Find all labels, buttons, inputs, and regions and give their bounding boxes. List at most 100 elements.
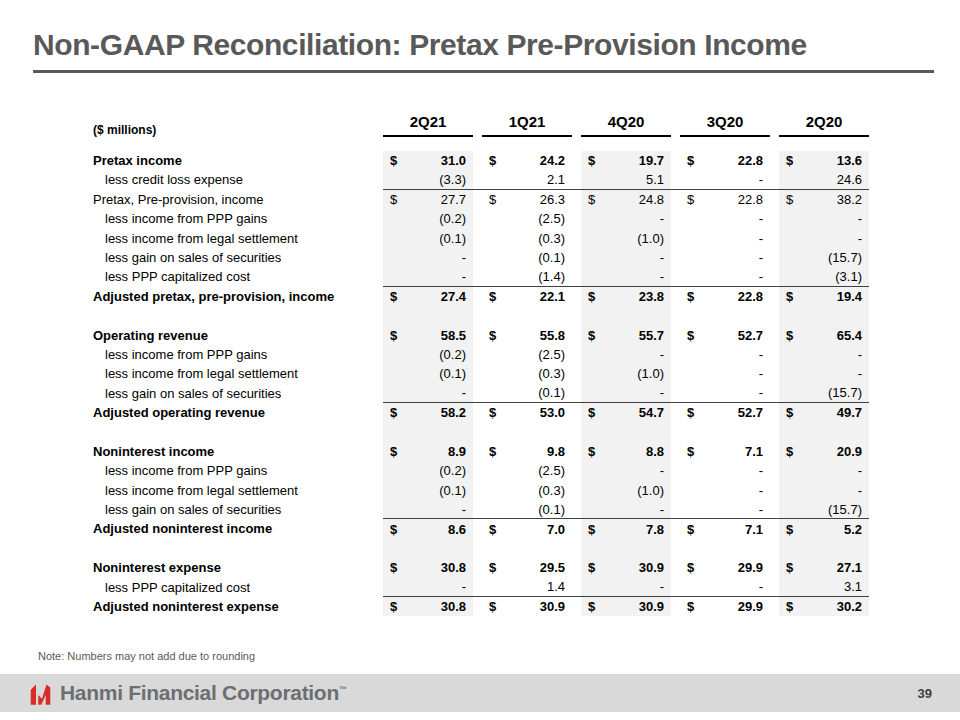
cell-value: -	[759, 579, 763, 594]
cell-value: -	[858, 366, 862, 381]
cell-value: (0.1)	[439, 231, 466, 246]
value-cell: (3.1)	[779, 267, 869, 285]
row-label: Adjusted noninterest income	[93, 519, 383, 538]
value-cell: $5.2	[779, 519, 869, 538]
value-cell: $22.8	[680, 151, 770, 170]
cell-value: 8.6	[448, 522, 466, 537]
row-label	[93, 539, 383, 558]
row-cells: (0.2)(2.5)---	[383, 209, 869, 228]
column-header: 3Q20	[680, 108, 770, 137]
cell-value: -	[660, 211, 664, 226]
row-label: less income from PPP gains	[93, 345, 383, 364]
cell-value: 30.8	[441, 599, 466, 614]
value-cell: (0.2)	[383, 345, 473, 364]
value-cell: (15.7)	[779, 384, 869, 402]
value-cell: $27.1	[779, 558, 869, 577]
cell-value: (2.5)	[538, 347, 565, 362]
cell-value: (0.1)	[538, 250, 565, 265]
value-cell: -	[779, 345, 869, 364]
cell-value: 22.1	[540, 289, 565, 304]
trademark-mark: ™	[339, 685, 347, 694]
value-cell: -	[581, 267, 671, 285]
cell-value: 24.2	[540, 153, 565, 168]
value-cell	[482, 306, 572, 325]
cell-value: 53.0	[540, 405, 565, 420]
value-cell: (3.3)	[383, 170, 473, 188]
table-spacer-row	[93, 539, 869, 558]
dollar-sign: $	[489, 192, 496, 207]
dollar-sign: $	[390, 599, 397, 614]
cell-value: 52.7	[738, 328, 763, 343]
value-cell: -	[383, 578, 473, 596]
dollar-sign: $	[588, 560, 595, 575]
row-cells: (0.2) (2.5) - - -	[383, 345, 869, 364]
value-cell: $30.8	[383, 597, 473, 616]
cell-value: 13.6	[837, 153, 862, 168]
value-cell: -	[680, 384, 770, 402]
cell-value: 30.9	[639, 560, 664, 575]
page-title: Non-GAAP Reconciliation: Pretax Pre-Prov…	[33, 28, 807, 62]
value-cell: (0.1)	[482, 248, 572, 267]
value-cell: (0.2)	[383, 461, 473, 480]
table-row: Adjusted operating revenue$58.2$53.0$54.…	[93, 403, 869, 422]
table-body: Pretax income$31.0$24.2$19.7$22.8$13.6le…	[93, 151, 869, 616]
value-cell: $9.8	[482, 442, 572, 461]
value-cell: (0.1)	[482, 500, 572, 518]
table-spacer-row	[93, 306, 869, 325]
cell-value: (0.3)	[538, 231, 565, 246]
value-cell: $13.6	[779, 151, 869, 170]
row-label: less income from legal settlement	[93, 364, 383, 383]
row-cells: (3.3)2.15.1-24.6	[383, 170, 869, 189]
row-label: less PPP capitalized cost	[93, 267, 383, 286]
row-cells: $27.4$22.1$23.8$22.8$19.4	[383, 287, 869, 306]
cell-value: 1.4	[547, 579, 565, 594]
row-label: less gain on sales of securities	[93, 248, 383, 267]
value-cell: $30.8	[383, 558, 473, 577]
cell-value: (15.7)	[828, 502, 862, 517]
row-label: less credit loss expense	[93, 170, 383, 189]
value-cell: -	[680, 481, 770, 500]
note-text: Note: Numbers may not add due to roundin…	[38, 650, 255, 662]
value-cell: 24.6	[779, 170, 869, 188]
dollar-sign: $	[687, 405, 694, 420]
cell-value: 38.2	[837, 192, 862, 207]
cell-value: -	[759, 347, 763, 362]
cell-value: 2.1	[547, 172, 565, 187]
cell-value: -	[660, 385, 664, 400]
row-label: Adjusted operating revenue	[93, 403, 383, 422]
cell-value: -	[858, 347, 862, 362]
row-cells	[383, 539, 869, 558]
row-cells: (0.2)(2.5)---	[383, 461, 869, 480]
row-label: less income from legal settlement	[93, 229, 383, 248]
dollar-sign: $	[489, 560, 496, 575]
value-cell: $30.9	[581, 558, 671, 577]
value-cell: -	[680, 500, 770, 518]
dollar-sign: $	[588, 153, 595, 168]
table-row: Adjusted noninterest expense$30.8$30.9$3…	[93, 597, 869, 616]
cell-value: 7.8	[646, 522, 664, 537]
value-cell: (0.1)	[383, 481, 473, 500]
cell-value: 31.0	[441, 153, 466, 168]
value-cell: (0.1)	[482, 384, 572, 402]
table-row: less PPP capitalized cost-(1.4)--(3.1)	[93, 267, 869, 286]
title-underline	[33, 70, 934, 73]
dollar-sign: $	[588, 405, 595, 420]
row-cells: $31.0$24.2$19.7$22.8$13.6	[383, 151, 869, 170]
row-cells: -1.4--3.1	[383, 578, 869, 597]
dollar-sign: $	[390, 522, 397, 537]
row-label: Pretax income	[93, 151, 383, 170]
value-cell: -	[779, 481, 869, 500]
cell-value: -	[462, 502, 466, 517]
row-label	[93, 422, 383, 441]
row-cells: -(0.1)--(15.7)	[383, 248, 869, 267]
cell-value: -	[759, 385, 763, 400]
value-cell: -	[680, 461, 770, 480]
dollar-sign: $	[687, 328, 694, 343]
dollar-sign: $	[687, 560, 694, 575]
value-cell: $29.9	[680, 558, 770, 577]
value-cell: (0.3)	[482, 229, 572, 248]
cell-value: (15.7)	[828, 385, 862, 400]
cell-value: (1.0)	[637, 483, 664, 498]
cell-value: -	[660, 579, 664, 594]
value-cell: -	[581, 345, 671, 364]
